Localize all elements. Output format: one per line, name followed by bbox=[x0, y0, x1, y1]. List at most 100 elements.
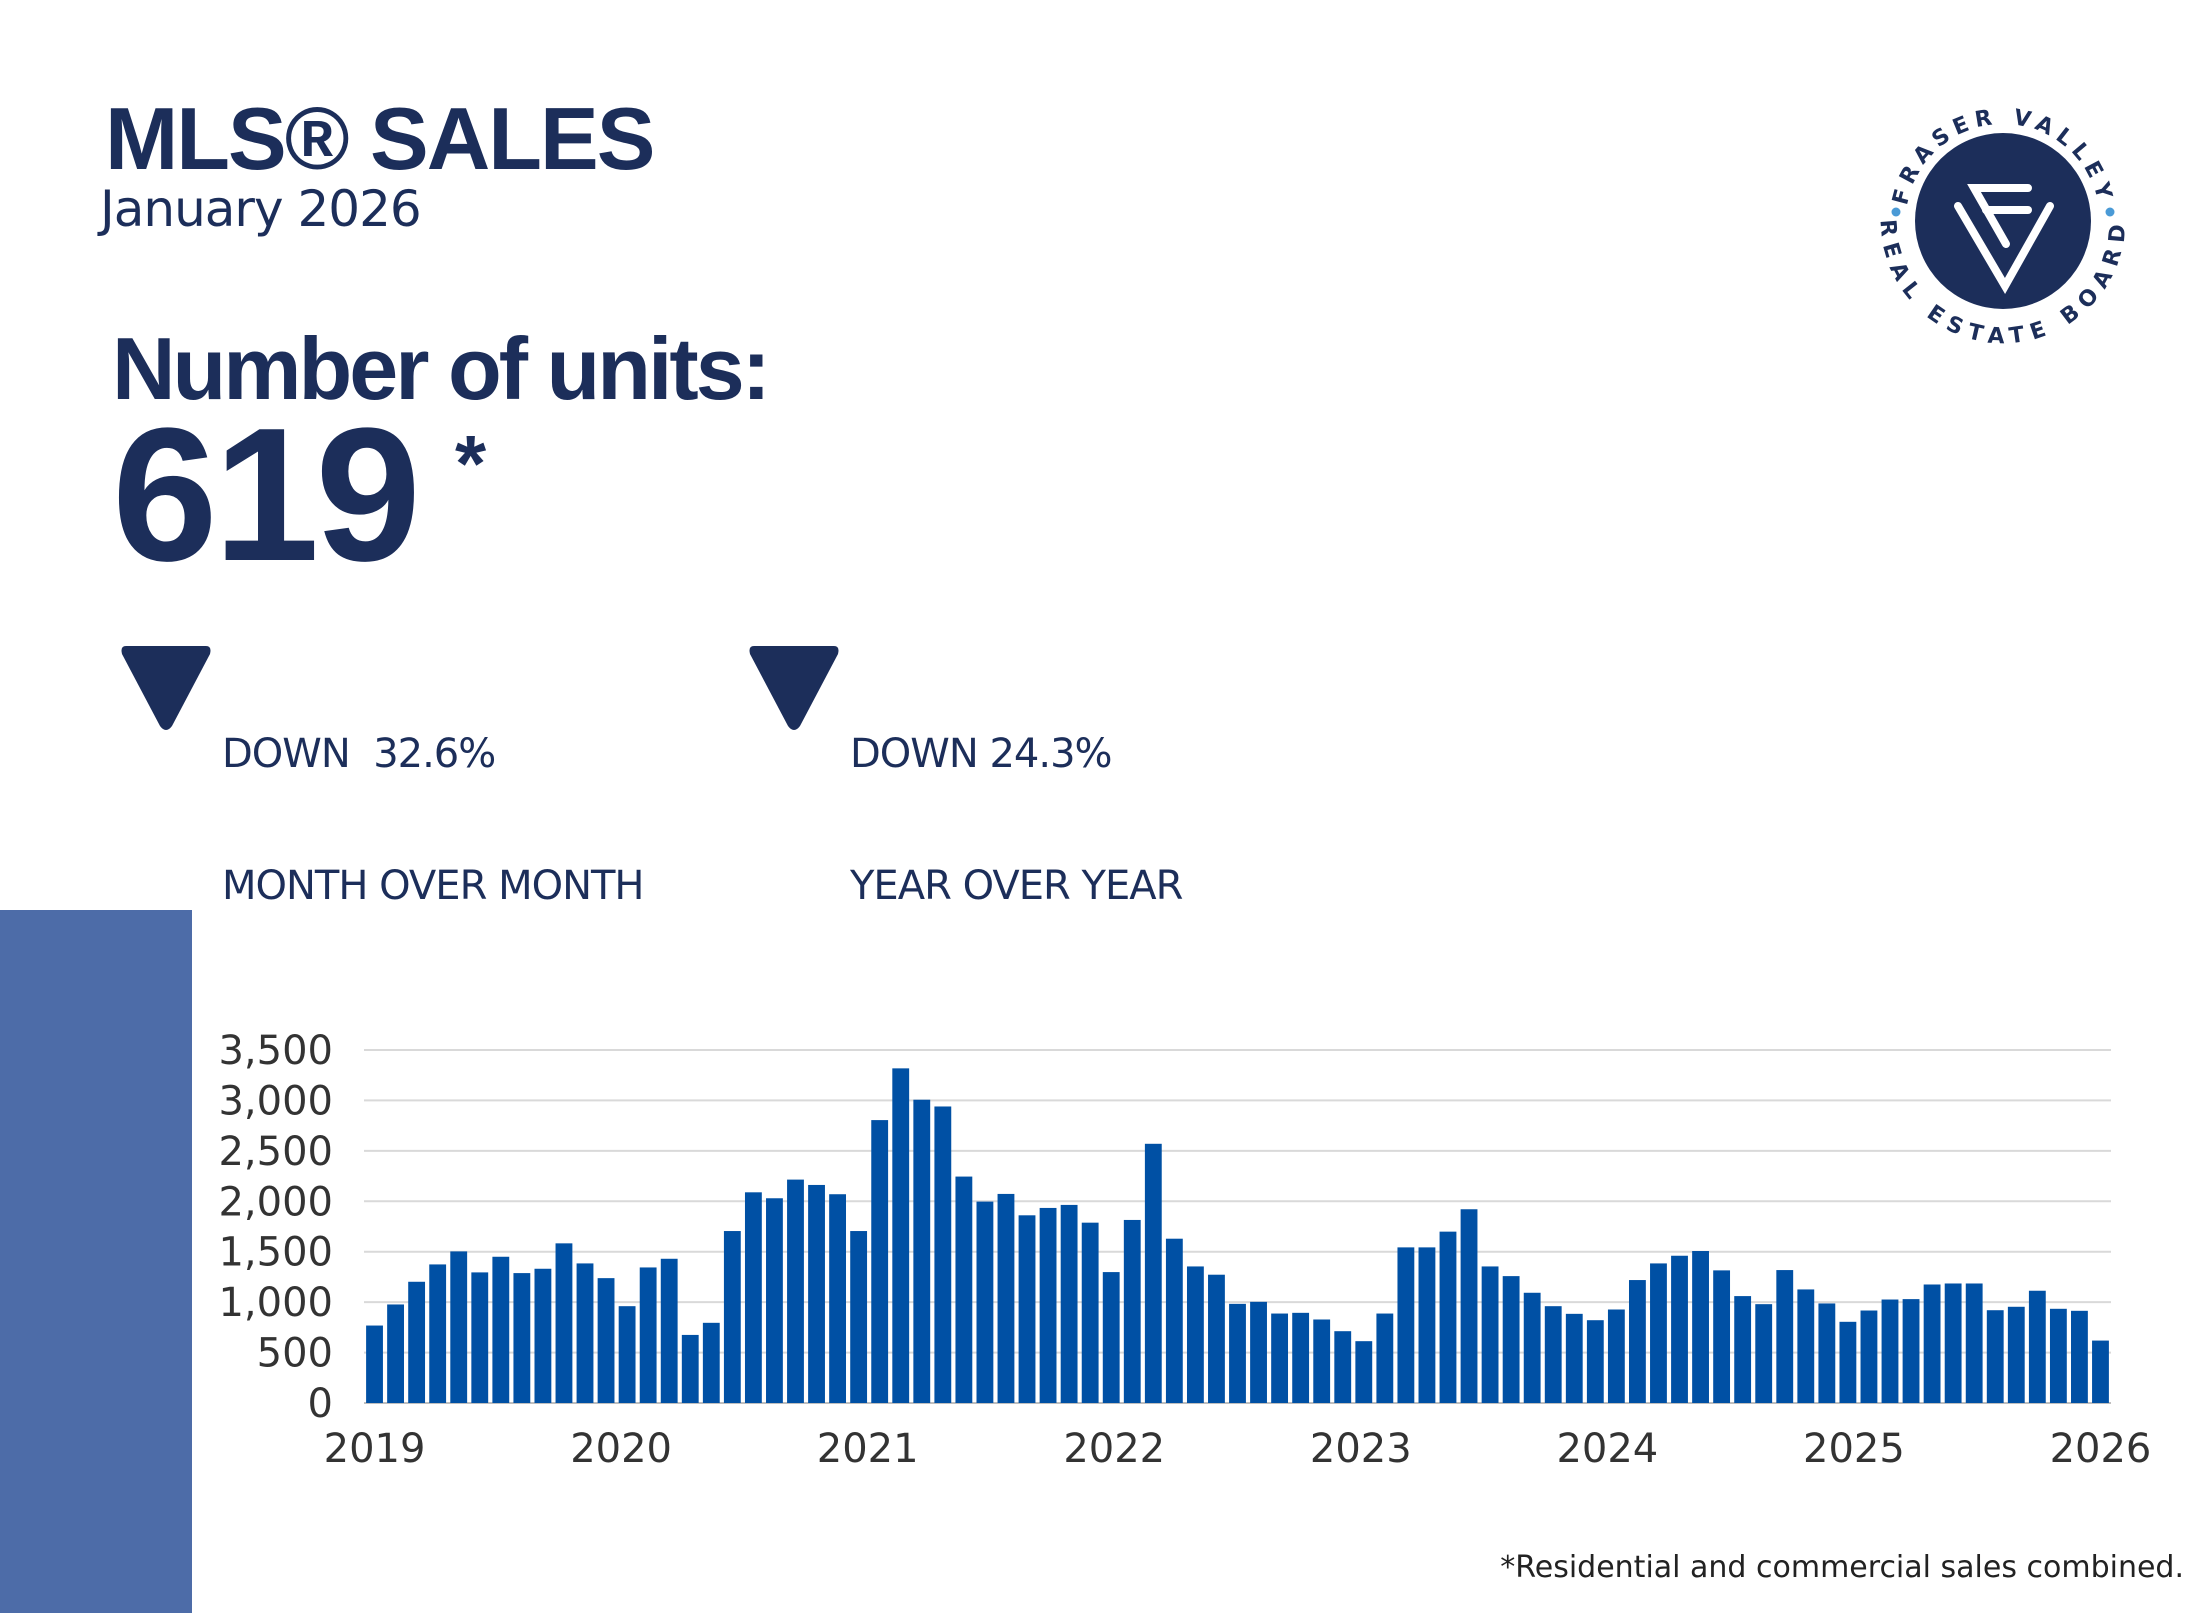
bar bbox=[1165, 1238, 1183, 1403]
year-over-year-change: DOWN 24.3% YEAR OVER YEAR bbox=[748, 642, 1183, 996]
bar bbox=[1229, 1303, 1246, 1403]
bar bbox=[1018, 1215, 1036, 1403]
x-tick-label: 2026 bbox=[2050, 1426, 2152, 1472]
bar bbox=[850, 1231, 868, 1403]
mom-change-value: DOWN 32.6% bbox=[222, 731, 496, 777]
bar bbox=[1692, 1251, 1709, 1403]
footnote: *Residential and commercial sales combin… bbox=[1500, 1550, 2184, 1585]
bar bbox=[1734, 1296, 1752, 1403]
bar bbox=[1039, 1207, 1057, 1403]
bar bbox=[618, 1306, 636, 1403]
bar bbox=[1544, 1306, 1562, 1403]
y-tick-label: 500 bbox=[257, 1331, 333, 1377]
y-tick-label: 1,500 bbox=[218, 1230, 333, 1276]
bar bbox=[1565, 1313, 1583, 1403]
y-tick-label: 2,500 bbox=[218, 1129, 333, 1175]
yoy-change-value: DOWN 24.3% bbox=[850, 731, 1113, 777]
metric-label: Number of units: bbox=[112, 319, 771, 418]
bar bbox=[429, 1264, 447, 1403]
x-tick-label: 2021 bbox=[817, 1426, 919, 1472]
metric-asterisk: * bbox=[455, 419, 487, 508]
y-tick-label: 2,000 bbox=[218, 1179, 333, 1225]
bar bbox=[492, 1256, 510, 1403]
bar bbox=[1628, 1280, 1646, 1403]
bar bbox=[2007, 1306, 2025, 1403]
report-month: January 2026 bbox=[100, 180, 422, 238]
down-triangle-icon bbox=[121, 646, 211, 730]
bar bbox=[2092, 1340, 2109, 1403]
x-tick-label: 2022 bbox=[1063, 1426, 1165, 1472]
bar bbox=[1523, 1292, 1541, 1403]
bar bbox=[1944, 1283, 1962, 1403]
bar bbox=[1650, 1263, 1667, 1403]
bar bbox=[1481, 1266, 1499, 1403]
bar bbox=[1102, 1272, 1120, 1403]
x-tick-label: 2020 bbox=[570, 1426, 672, 1472]
bar bbox=[2071, 1310, 2088, 1403]
bar bbox=[1860, 1310, 1878, 1403]
down-triangle-icon bbox=[749, 646, 839, 730]
bar bbox=[471, 1272, 489, 1403]
bar bbox=[1208, 1274, 1225, 1403]
yoy-change-label: YEAR OVER YEAR bbox=[850, 863, 1183, 909]
bar bbox=[1818, 1303, 1836, 1403]
bar bbox=[1776, 1270, 1794, 1403]
bar bbox=[1313, 1319, 1331, 1403]
bar bbox=[766, 1198, 783, 1403]
bar bbox=[1755, 1304, 1773, 1403]
bar bbox=[2028, 1290, 2046, 1403]
bar bbox=[639, 1267, 657, 1403]
bar bbox=[913, 1099, 931, 1403]
bar bbox=[1439, 1231, 1457, 1403]
bar bbox=[597, 1278, 615, 1403]
bar bbox=[997, 1193, 1015, 1403]
y-tick-label: 3,500 bbox=[218, 1028, 333, 1074]
bar bbox=[1250, 1301, 1267, 1403]
bar bbox=[681, 1334, 699, 1403]
x-tick-label: 2023 bbox=[1310, 1426, 1412, 1472]
bar bbox=[450, 1251, 468, 1403]
mom-change-label: MONTH OVER MONTH bbox=[222, 863, 644, 909]
bar bbox=[366, 1325, 383, 1403]
bar bbox=[1355, 1341, 1373, 1403]
bar bbox=[1965, 1283, 1983, 1403]
bar bbox=[1839, 1321, 1857, 1403]
bar bbox=[2049, 1308, 2067, 1403]
bar bbox=[1797, 1289, 1815, 1403]
x-tick-label: 2024 bbox=[1556, 1426, 1658, 1472]
month-over-month-change: DOWN 32.6% MONTH OVER MONTH bbox=[120, 642, 644, 996]
bar bbox=[934, 1106, 952, 1403]
y-tick-label: 3,000 bbox=[218, 1078, 333, 1124]
bar bbox=[1586, 1320, 1604, 1403]
bar bbox=[1986, 1310, 2004, 1403]
bar bbox=[871, 1120, 889, 1403]
bar bbox=[660, 1258, 678, 1403]
bar bbox=[1292, 1312, 1310, 1403]
bar bbox=[1902, 1299, 1920, 1403]
bar bbox=[829, 1194, 847, 1403]
bar bbox=[1502, 1276, 1520, 1403]
bar bbox=[408, 1281, 426, 1403]
bar bbox=[1271, 1313, 1289, 1403]
metric-value: 619 bbox=[112, 389, 421, 601]
bar bbox=[1081, 1222, 1099, 1403]
bar bbox=[976, 1201, 994, 1403]
bar bbox=[723, 1231, 741, 1403]
bar bbox=[1418, 1247, 1436, 1403]
y-tick-label: 0 bbox=[308, 1381, 333, 1427]
bar bbox=[744, 1192, 762, 1403]
bar bbox=[1123, 1219, 1141, 1403]
bar bbox=[576, 1263, 594, 1403]
y-tick-label: 1,000 bbox=[218, 1280, 333, 1326]
bar bbox=[787, 1179, 804, 1403]
bar bbox=[1186, 1266, 1204, 1403]
bar bbox=[1144, 1143, 1162, 1403]
bar bbox=[1460, 1209, 1478, 1403]
bar bbox=[1060, 1204, 1078, 1403]
page-title: MLS® SALES bbox=[105, 89, 655, 188]
bar bbox=[555, 1243, 573, 1403]
bar bbox=[955, 1176, 973, 1403]
bar bbox=[1334, 1331, 1352, 1403]
bar bbox=[534, 1268, 552, 1403]
